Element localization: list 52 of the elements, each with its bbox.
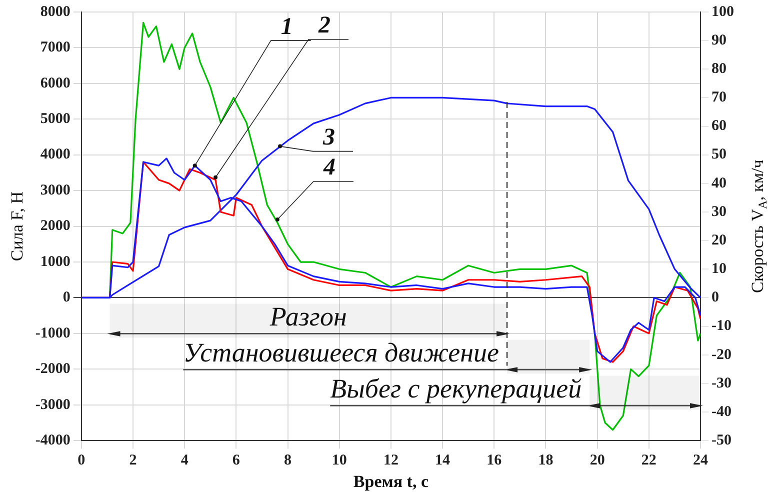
y2-tick-label: 80 — [712, 61, 726, 78]
band-label: Установившееся движение — [183, 337, 500, 368]
y-tick-label: 4000 — [40, 146, 70, 163]
x-tick-label: 18 — [538, 452, 554, 468]
y-tick-label: -3000 — [35, 396, 70, 413]
y-tick-label: 3000 — [40, 182, 70, 198]
x-tick-label: 0 — [78, 452, 86, 468]
y-tick-label: 6000 — [40, 75, 70, 92]
annotation: 2 — [318, 12, 331, 39]
annotation: 1 — [280, 14, 293, 40]
y-axis-title: Сила F, Н — [8, 192, 27, 262]
y-tick-label: -1000 — [35, 325, 70, 342]
y-tick-label: -4000 — [35, 432, 70, 448]
x-tick-label: 20 — [590, 452, 605, 468]
x-tick-label: 14 — [435, 452, 451, 468]
y2-tick-label: 50 — [712, 146, 726, 163]
y2-tick-label: 100 — [712, 4, 734, 20]
annotation: 3 — [322, 124, 336, 150]
x-axis-title: Время t, с — [353, 472, 429, 492]
y2-tick-label: 0 — [712, 290, 719, 306]
x-tick-label: 12 — [383, 452, 398, 468]
y2-tick-label: 20 — [712, 232, 726, 248]
y-tick-label: 5000 — [40, 111, 70, 128]
y2-axis-title: Скорость VA, км/ч — [748, 159, 770, 293]
y2-tick-label: -30 — [712, 375, 732, 392]
x-tick-label: 16 — [486, 452, 502, 468]
y-tick-label: 0 — [62, 290, 70, 306]
y2-tick-label: -20 — [712, 346, 732, 363]
x-tick-label: 2 — [129, 452, 137, 468]
x-tick-label: 10 — [332, 452, 347, 468]
x-tick-label: 6 — [232, 452, 240, 468]
annotation: 4 — [322, 154, 336, 181]
y-tick-label: 8000 — [40, 4, 70, 20]
band-label: Разгон — [268, 301, 347, 332]
x-tick-label: 22 — [641, 452, 656, 468]
y2-tick-label: 60 — [712, 118, 726, 134]
y2-tick-label: 70 — [712, 90, 726, 106]
y2-tick-label: 30 — [712, 204, 726, 220]
x-tick-label: 4 — [180, 452, 189, 468]
y2-tick-label: -50 — [712, 432, 732, 448]
y-tick-label: 2000 — [40, 218, 70, 234]
y2-tick-label: -10 — [712, 318, 732, 334]
y2-tick-label: 90 — [712, 32, 726, 48]
y-tick-label: 1000 — [40, 254, 70, 270]
y-tick-label: -2000 — [35, 361, 70, 378]
y-tick-label: 7000 — [40, 40, 70, 56]
y2-tick-label: -40 — [712, 404, 732, 420]
x-tick-label: 8 — [284, 452, 292, 468]
band-label: Выбег с рекуперацией — [330, 373, 582, 404]
y2-tick-label: 10 — [712, 261, 726, 278]
x-tick-label: 24 — [693, 452, 708, 468]
y2-tick-label: 40 — [712, 175, 726, 192]
